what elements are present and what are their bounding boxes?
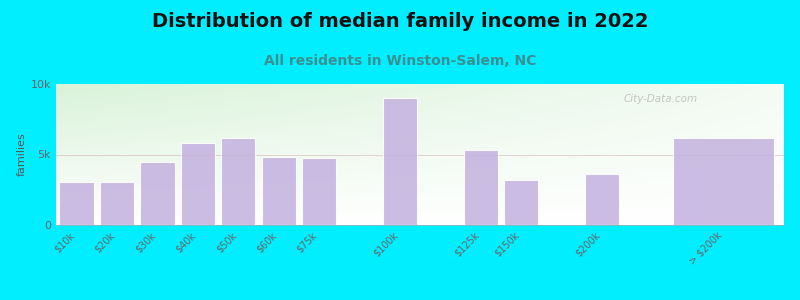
- Bar: [140, 161, 174, 225]
- Text: Distribution of median family income in 2022: Distribution of median family income in …: [152, 12, 648, 31]
- Bar: [262, 157, 296, 225]
- Bar: [181, 143, 215, 225]
- Text: All residents in Winston-Salem, NC: All residents in Winston-Salem, NC: [264, 54, 536, 68]
- Bar: [302, 158, 336, 225]
- Bar: [504, 180, 538, 225]
- Bar: [585, 173, 619, 225]
- Bar: [673, 138, 774, 225]
- Bar: [464, 150, 498, 225]
- Bar: [383, 98, 417, 225]
- Y-axis label: families: families: [17, 133, 26, 176]
- Bar: [221, 138, 255, 225]
- Text: City-Data.com: City-Data.com: [624, 94, 698, 104]
- Bar: [100, 182, 134, 225]
- Bar: [59, 182, 94, 225]
